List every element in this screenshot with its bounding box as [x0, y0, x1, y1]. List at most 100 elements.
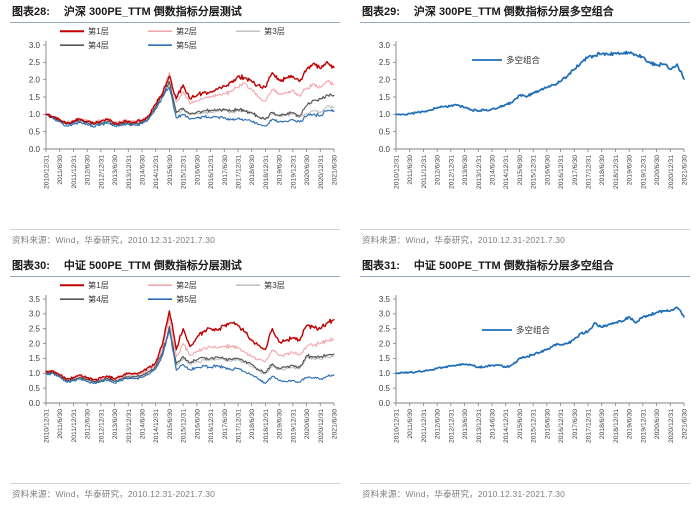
figure-31-source: 资料来源：Wind，华泰研究，2010.12.31-2021.7.30: [360, 483, 690, 502]
svg-text:2012/12/31: 2012/12/31: [448, 155, 455, 189]
svg-text:2016/6/30: 2016/6/30: [544, 409, 551, 439]
svg-text:1.0: 1.0: [29, 369, 41, 378]
svg-text:2015/6/30: 2015/6/30: [167, 409, 174, 439]
svg-text:0.0: 0.0: [379, 145, 391, 154]
svg-text:0.5: 0.5: [29, 384, 41, 393]
svg-text:第3层: 第3层: [264, 280, 285, 290]
svg-text:2016/6/30: 2016/6/30: [194, 155, 201, 185]
svg-text:2015/6/30: 2015/6/30: [517, 409, 524, 439]
svg-text:2013/6/30: 2013/6/30: [462, 409, 469, 439]
svg-text:2021/6/30: 2021/6/30: [682, 155, 689, 185]
svg-text:2019/6/30: 2019/6/30: [277, 155, 284, 185]
svg-text:第1层: 第1层: [88, 280, 109, 290]
svg-text:2014/6/30: 2014/6/30: [490, 155, 497, 185]
figure-30-chart-canvas: 0.0 0.5 1.0 1.5 2.0 2.5 3.0 3.5 2010/12/31 2011/6…: [29, 280, 339, 443]
svg-text:2016/6/30: 2016/6/30: [194, 409, 201, 439]
svg-text:2014/12/31: 2014/12/31: [153, 409, 160, 443]
svg-text:2.5: 2.5: [29, 58, 41, 67]
figure-28-panel: 图表28: 沪深 300PE_TTM 倒数指标分层测试 0.0 0.5 1.0 1.5…: [0, 0, 350, 254]
svg-text:多空组合: 多空组合: [506, 55, 541, 65]
svg-text:2012/12/31: 2012/12/31: [98, 409, 105, 443]
svg-text:2018/12/31: 2018/12/31: [263, 155, 270, 189]
svg-text:3.0: 3.0: [29, 41, 41, 50]
svg-text:2017/6/30: 2017/6/30: [222, 409, 229, 439]
svg-text:2011/12/31: 2011/12/31: [71, 155, 78, 189]
svg-text:2015/6/30: 2015/6/30: [517, 155, 524, 185]
svg-text:第5层: 第5层: [176, 294, 197, 304]
svg-text:2011/12/31: 2011/12/31: [421, 155, 428, 189]
svg-text:2020/6/30: 2020/6/30: [654, 409, 661, 439]
svg-text:1.5: 1.5: [29, 354, 41, 363]
svg-text:2020/6/30: 2020/6/30: [304, 409, 311, 439]
svg-text:1.5: 1.5: [379, 93, 391, 102]
svg-text:2014/12/31: 2014/12/31: [503, 409, 510, 443]
svg-text:2017/12/31: 2017/12/31: [236, 155, 243, 189]
svg-text:2020/12/31: 2020/12/31: [318, 155, 325, 189]
svg-text:2019/12/31: 2019/12/31: [640, 409, 647, 443]
svg-text:0.0: 0.0: [379, 399, 391, 408]
svg-text:2011/6/30: 2011/6/30: [407, 155, 414, 185]
svg-text:2019/6/30: 2019/6/30: [627, 155, 634, 185]
svg-text:2.5: 2.5: [379, 58, 391, 67]
svg-text:2011/6/30: 2011/6/30: [57, 155, 64, 185]
svg-text:2018/12/31: 2018/12/31: [263, 409, 270, 443]
svg-text:1.0: 1.0: [379, 369, 391, 378]
svg-text:2013/12/31: 2013/12/31: [126, 409, 133, 443]
svg-text:2014/6/30: 2014/6/30: [140, 155, 147, 185]
figure-30-chart: 0.0 0.5 1.0 1.5 2.0 2.5 3.0 3.5 2010/12/31 2011/6…: [10, 279, 340, 477]
svg-text:2013/12/31: 2013/12/31: [476, 155, 483, 189]
svg-text:2.0: 2.0: [29, 339, 41, 348]
svg-text:3.0: 3.0: [29, 310, 41, 319]
svg-text:2.5: 2.5: [379, 325, 391, 334]
figure-30-title: 中证 500PE_TTM 倒数指标分层测试: [63, 260, 242, 272]
figure-31-label: 图表31:: [362, 260, 400, 272]
svg-text:2019/12/31: 2019/12/31: [290, 409, 297, 443]
svg-text:0.0: 0.0: [29, 145, 41, 154]
figure-31-title: 中证 500PE_TTM 倒数指标分层多空组合: [413, 260, 614, 272]
figure-28-title: 沪深 300PE_TTM 倒数指标分层测试: [63, 6, 242, 18]
svg-text:2.0: 2.0: [379, 75, 391, 84]
svg-text:2016/12/31: 2016/12/31: [208, 409, 215, 443]
svg-text:第1层: 第1层: [88, 26, 109, 36]
figure-28-label: 图表28:: [12, 6, 50, 18]
svg-text:2021/6/30: 2021/6/30: [332, 409, 339, 439]
svg-text:2020/6/30: 2020/6/30: [654, 155, 661, 185]
svg-text:2015/12/31: 2015/12/31: [181, 155, 188, 189]
svg-text:第3层: 第3层: [264, 26, 285, 36]
svg-text:2012/6/30: 2012/6/30: [85, 155, 92, 185]
svg-text:2018/12/31: 2018/12/31: [613, 409, 620, 443]
svg-text:2017/12/31: 2017/12/31: [236, 409, 243, 443]
figure-30-panel: 图表30: 中证 500PE_TTM 倒数指标分层测试 0.0 0.5 1.0 1.5…: [0, 254, 350, 508]
svg-text:3.5: 3.5: [379, 295, 391, 304]
svg-text:2016/12/31: 2016/12/31: [558, 409, 565, 443]
svg-text:2015/12/31: 2015/12/31: [181, 409, 188, 443]
svg-text:多空组合: 多空组合: [516, 325, 551, 335]
svg-text:2021/6/30: 2021/6/30: [682, 409, 689, 439]
figure-31-title-row: 图表31: 中证 500PE_TTM 倒数指标分层多空组合: [360, 260, 690, 277]
svg-text:2020/6/30: 2020/6/30: [304, 155, 311, 185]
svg-text:2011/6/30: 2011/6/30: [407, 409, 414, 439]
figure-31-chart-canvas: 0.0 0.5 1.0 1.5 2.0 2.5 3.0 3.5 2010/12/31 2011/6…: [379, 295, 689, 443]
svg-text:2012/6/30: 2012/6/30: [85, 409, 92, 439]
figure-29-source: 资料来源：Wind，华泰研究，2010.12.31-2021.7.30: [360, 229, 690, 248]
svg-text:2021/6/30: 2021/6/30: [332, 155, 339, 185]
svg-text:2010/12/31: 2010/12/31: [44, 409, 51, 443]
svg-text:2017/12/31: 2017/12/31: [586, 155, 593, 189]
figure-29-label: 图表29:: [362, 6, 400, 18]
svg-text:2014/6/30: 2014/6/30: [490, 409, 497, 439]
svg-text:2013/6/30: 2013/6/30: [112, 155, 119, 185]
svg-text:2010/12/31: 2010/12/31: [44, 155, 51, 189]
svg-text:2014/12/31: 2014/12/31: [153, 155, 160, 189]
svg-text:2018/12/31: 2018/12/31: [613, 155, 620, 189]
svg-text:2010/12/31: 2010/12/31: [394, 155, 401, 189]
svg-text:2013/6/30: 2013/6/30: [112, 409, 119, 439]
svg-text:1.0: 1.0: [379, 110, 391, 119]
svg-text:2015/12/31: 2015/12/31: [531, 155, 538, 189]
figure-30-source: 资料来源：Wind，华泰研究，2010.12.31-2021.7.30: [10, 483, 340, 502]
svg-text:2020/12/31: 2020/12/31: [668, 409, 675, 443]
svg-text:1.5: 1.5: [379, 354, 391, 363]
figure-29-title: 沪深 300PE_TTM 倒数指标分层多空组合: [413, 6, 614, 18]
figure-31-chart: 0.0 0.5 1.0 1.5 2.0 2.5 3.0 3.5 2010/12/31 2011/6…: [360, 279, 690, 477]
svg-text:2018/6/30: 2018/6/30: [249, 155, 256, 185]
